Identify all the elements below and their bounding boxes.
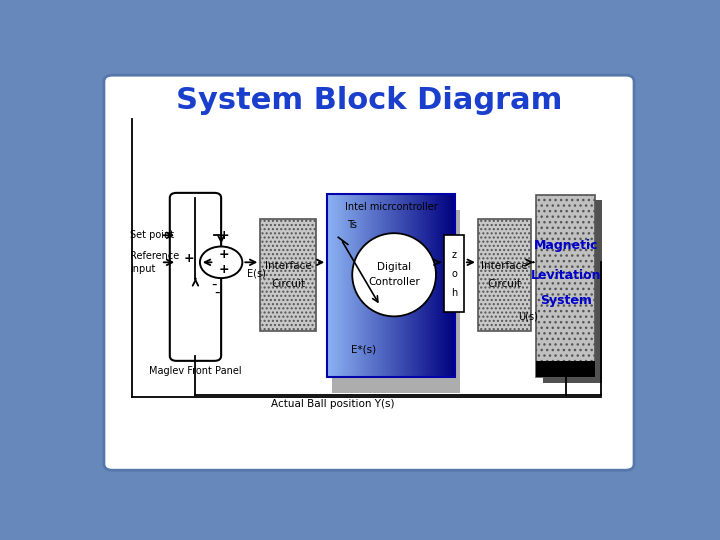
Bar (444, 235, 464, 312)
Text: Ts: Ts (347, 220, 356, 230)
Bar (536, 361, 595, 377)
FancyBboxPatch shape (478, 219, 531, 331)
Text: +: + (184, 252, 194, 265)
FancyBboxPatch shape (170, 193, 221, 361)
Text: E*(s): E*(s) (351, 345, 376, 355)
Text: Controller: Controller (368, 277, 420, 287)
Text: Circuit: Circuit (487, 279, 521, 289)
Text: -: - (214, 285, 220, 299)
Text: +: + (219, 230, 229, 242)
Text: Digital: Digital (377, 262, 411, 272)
Text: -: - (212, 276, 217, 292)
Bar (332, 210, 460, 393)
Text: Set point: Set point (130, 230, 174, 240)
Text: U(s): U(s) (518, 312, 538, 321)
Text: Levitation: Levitation (531, 268, 601, 281)
Bar (327, 194, 456, 377)
Text: E(s): E(s) (247, 269, 266, 279)
Text: System: System (540, 294, 592, 307)
Text: o: o (451, 269, 457, 279)
Text: Actual Ball position Y(s): Actual Ball position Y(s) (271, 399, 395, 409)
Text: +: + (219, 264, 229, 276)
Text: Interface: Interface (265, 261, 312, 271)
Text: Circuit: Circuit (271, 279, 305, 289)
Bar (536, 194, 595, 377)
Circle shape (200, 246, 243, 278)
Text: Interface: Interface (481, 261, 528, 271)
Ellipse shape (352, 233, 436, 316)
Text: System Block Diagram: System Block Diagram (176, 86, 562, 114)
Bar (543, 200, 602, 383)
Text: +: + (219, 248, 229, 261)
Text: Reference
input: Reference input (130, 251, 179, 273)
Text: z: z (451, 249, 456, 260)
FancyBboxPatch shape (260, 219, 316, 331)
Text: Maglev Front Panel: Maglev Front Panel (149, 366, 242, 376)
Text: Magnetic: Magnetic (534, 239, 598, 252)
Text: Intel micrcontroller: Intel micrcontroller (345, 202, 438, 212)
FancyBboxPatch shape (104, 75, 634, 470)
Text: h: h (451, 288, 457, 298)
